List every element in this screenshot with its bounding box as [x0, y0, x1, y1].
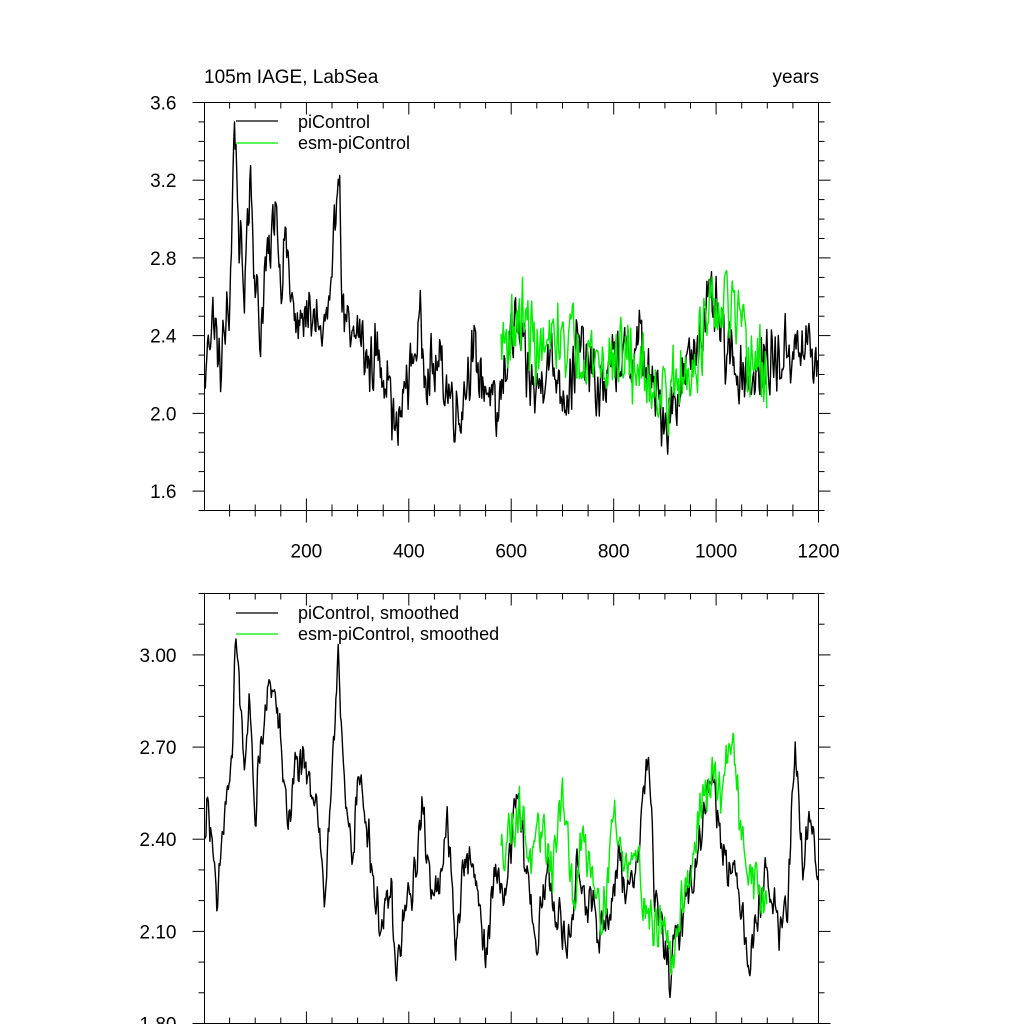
top-x-tick-label: 400: [393, 542, 425, 563]
top-y-tick-label: 2.0: [150, 404, 176, 425]
bottom-legend: piControl, smoothed esm-piControl, smoot…: [236, 603, 499, 644]
top-x-tick-label: 200: [291, 542, 323, 563]
top-panel: 200 400 600 800 1000 1200 1.6 2.0 2.4 2.8 3.2 3.6 1…: [150, 67, 840, 563]
bottom-series-line-esm-picontrol-smoothed: [500, 732, 768, 975]
bottom-ticks-group: 1.80 2.10 2.40 2.70 3.00: [140, 593, 831, 1024]
top-series-line-picontrol: [203, 121, 819, 455]
top-chart-right-label: years: [773, 67, 819, 88]
top-x-tick-label: 1000: [695, 542, 737, 563]
top-y-tick-label: 2.4: [150, 327, 177, 348]
top-x-tick-label: 1200: [797, 542, 839, 563]
bottom-y-tick-label: 1.80: [140, 1015, 177, 1024]
top-series-line-esm-picontrol: [500, 270, 768, 436]
top-chart-title: 105m IAGE, LabSea: [204, 67, 379, 88]
bottom-y-tick-label: 2.10: [140, 922, 177, 943]
bottom-panel: 1.80 2.10 2.40 2.70 3.00 piControl, smoothed…: [140, 593, 831, 1024]
top-y-tick-label: 3.6: [150, 94, 176, 115]
bottom-y-tick-label: 3.00: [140, 646, 177, 667]
top-ticks-group: 200 400 600 800 1000 1200 1.6 2.0 2.4 2.8 3.2 3.6: [150, 94, 840, 563]
top-x-tick-label: 600: [495, 542, 527, 563]
bottom-series-line-picontrol-smoothed: [204, 638, 819, 999]
bottom-series-group: [204, 638, 819, 999]
top-series-group: [203, 121, 819, 455]
bottom-y-tick-label: 2.70: [140, 738, 177, 759]
top-legend-label-picontrol: piControl: [298, 112, 370, 132]
top-y-tick-label: 3.2: [150, 171, 176, 192]
bottom-legend-label-picontrol: piControl, smoothed: [298, 603, 459, 623]
top-legend-label-esm-picontrol: esm-piControl: [298, 133, 410, 153]
top-y-tick-label: 1.6: [150, 482, 176, 503]
bottom-legend-label-esm-picontrol: esm-piControl, smoothed: [298, 624, 499, 644]
top-x-tick-label: 800: [598, 542, 630, 563]
top-y-tick-label: 2.8: [150, 249, 176, 270]
bottom-plot-frame: [204, 593, 819, 1024]
bottom-y-tick-label: 2.40: [140, 830, 177, 851]
top-legend: piControl esm-piControl: [236, 112, 410, 153]
